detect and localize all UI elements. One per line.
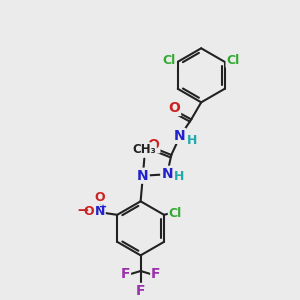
Text: O: O <box>83 205 94 218</box>
Text: N: N <box>173 129 185 143</box>
Text: N: N <box>94 206 105 218</box>
Text: Cl: Cl <box>169 207 182 220</box>
Text: O: O <box>94 191 105 204</box>
Text: Cl: Cl <box>226 54 240 67</box>
Text: H: H <box>174 170 184 183</box>
Text: CH₃: CH₃ <box>132 143 156 156</box>
Text: N: N <box>161 167 173 181</box>
Text: O: O <box>148 138 159 152</box>
Text: F: F <box>151 267 161 281</box>
Text: F: F <box>121 267 130 281</box>
Text: N: N <box>137 169 149 183</box>
Text: −: − <box>76 203 89 218</box>
Text: +: + <box>99 202 107 212</box>
Text: Cl: Cl <box>163 54 176 67</box>
Text: F: F <box>136 284 146 298</box>
Text: H: H <box>187 134 197 147</box>
Text: O: O <box>168 101 180 115</box>
